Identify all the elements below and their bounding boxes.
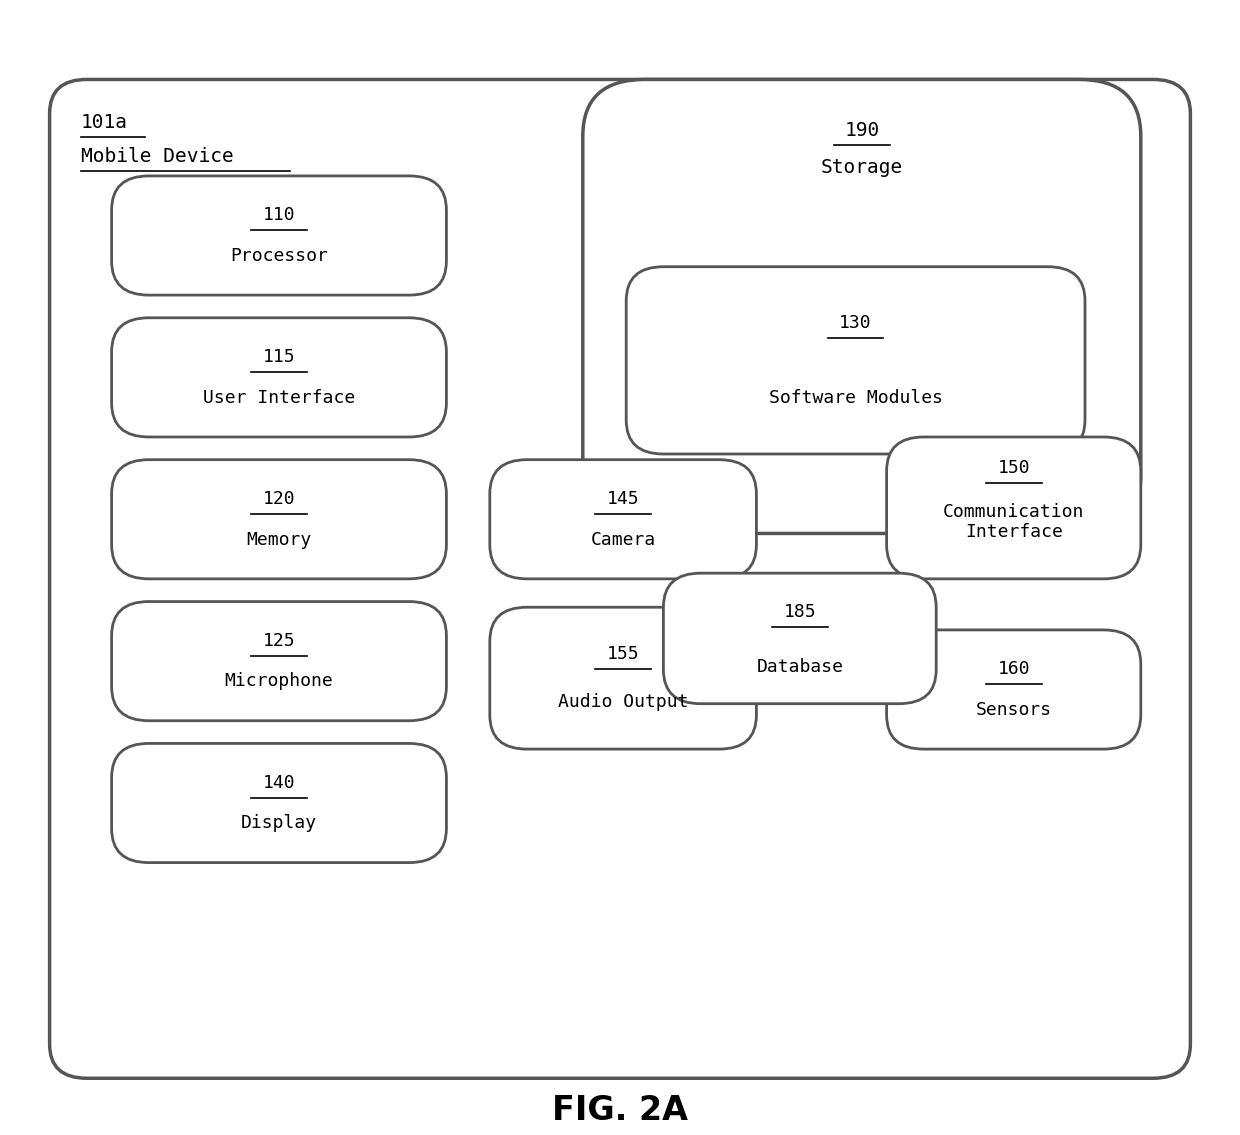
Text: 125: 125	[263, 632, 295, 650]
Text: Communication
Interface: Communication Interface	[942, 503, 1085, 541]
FancyBboxPatch shape	[887, 630, 1141, 749]
FancyBboxPatch shape	[50, 79, 1190, 1078]
FancyBboxPatch shape	[626, 267, 1085, 454]
FancyBboxPatch shape	[112, 318, 446, 437]
FancyBboxPatch shape	[112, 460, 446, 579]
Text: FIG. 2A: FIG. 2A	[552, 1093, 688, 1127]
Text: Software Modules: Software Modules	[769, 389, 942, 406]
Text: Storage: Storage	[821, 159, 903, 177]
FancyBboxPatch shape	[887, 437, 1141, 579]
Text: 120: 120	[263, 490, 295, 508]
Text: 155: 155	[606, 645, 640, 663]
FancyBboxPatch shape	[112, 743, 446, 863]
Text: Memory: Memory	[247, 530, 311, 548]
FancyBboxPatch shape	[663, 573, 936, 704]
Text: 101a: 101a	[81, 114, 128, 132]
Text: Database: Database	[756, 658, 843, 676]
Text: 115: 115	[263, 348, 295, 367]
Text: Microphone: Microphone	[224, 672, 334, 690]
Text: 140: 140	[263, 774, 295, 792]
FancyBboxPatch shape	[490, 460, 756, 579]
Text: 160: 160	[997, 661, 1030, 679]
Text: 190: 190	[844, 121, 879, 140]
Text: User Interface: User Interface	[203, 388, 355, 406]
Text: 150: 150	[997, 460, 1030, 477]
FancyBboxPatch shape	[583, 79, 1141, 533]
Text: Display: Display	[241, 814, 317, 832]
Text: 130: 130	[839, 314, 872, 331]
Text: Audio Output: Audio Output	[558, 693, 688, 712]
Text: Processor: Processor	[231, 246, 327, 264]
FancyBboxPatch shape	[112, 602, 446, 721]
Text: Camera: Camera	[590, 530, 656, 548]
FancyBboxPatch shape	[112, 176, 446, 295]
Text: 145: 145	[606, 490, 640, 508]
Text: 185: 185	[784, 604, 816, 621]
Text: 110: 110	[263, 207, 295, 225]
Text: Mobile Device: Mobile Device	[81, 148, 233, 166]
Text: Sensors: Sensors	[976, 700, 1052, 718]
FancyBboxPatch shape	[490, 607, 756, 749]
